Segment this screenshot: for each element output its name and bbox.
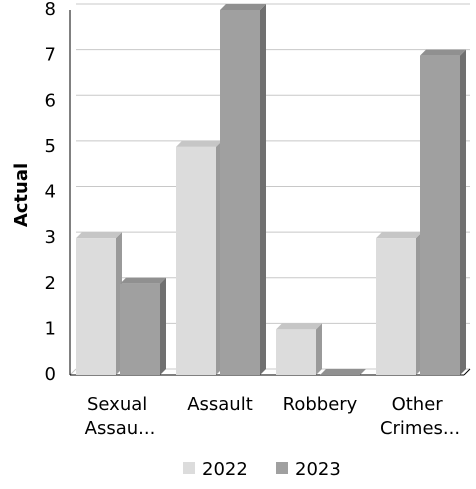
x-axis-depth [463,368,471,376]
bar-top [176,140,222,147]
bar-side [260,4,266,375]
y-tick-label: 7 [45,45,56,66]
x-tick-label: Robbery [283,394,358,415]
x-tick-label: Sexual Assau... [85,394,156,439]
bar-top [320,369,366,375]
floor-line [69,368,77,376]
x-tick-label: Other Crimes... [380,394,460,439]
bar [376,238,416,375]
bar [220,10,260,375]
y-axis-label: Actual [11,163,32,227]
bar-top [276,323,322,330]
y-tick-label: 2 [45,273,56,294]
bar-top [376,232,422,239]
bar-top [76,232,122,239]
bar-top [420,49,466,56]
y-tick-label: 6 [45,90,56,111]
bar-side [160,277,166,375]
y-tick-label: 5 [45,136,56,157]
bar [276,329,316,375]
legend-label: 2023 [295,459,341,480]
bar-side [460,49,466,375]
y-tick-label: 3 [45,227,56,248]
y-tick-label: 1 [45,318,56,339]
bar [120,283,160,375]
legend-swatch [183,462,195,474]
bar-side [316,323,322,375]
y-tick-label: 8 [45,0,56,20]
legend-swatch [276,462,288,474]
y-tick-label: 0 [45,364,56,385]
bar [176,146,216,375]
x-tick-label: Assault [187,394,253,415]
legend-label: 2022 [202,459,248,480]
bar-top [120,277,166,284]
bar [76,238,116,375]
bar-top [220,4,266,10]
y-tick-label: 4 [45,182,56,203]
bar [420,55,460,375]
